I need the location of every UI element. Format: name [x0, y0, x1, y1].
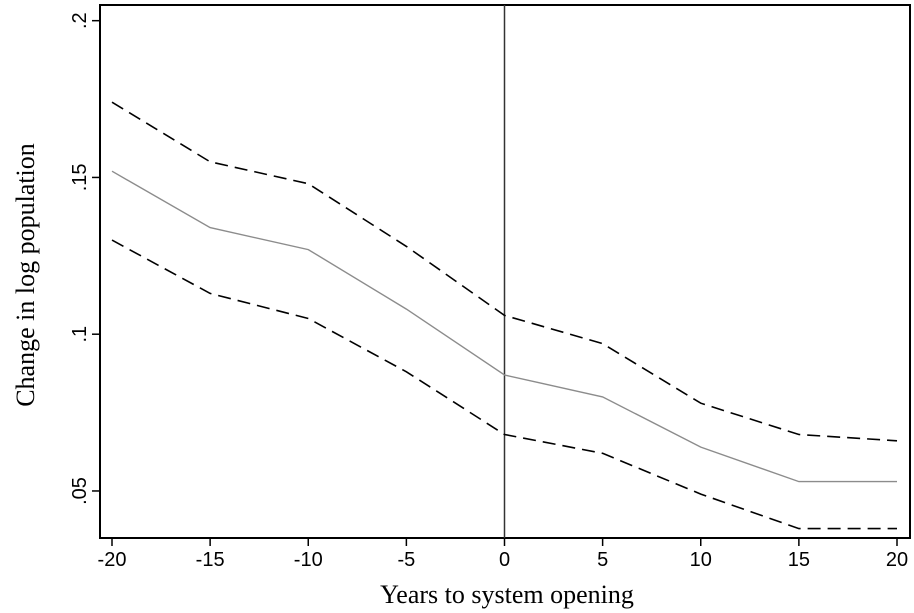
x-tick-label: 0: [499, 549, 510, 571]
x-tick-label: -15: [196, 549, 225, 571]
upper-ci-line: [111, 101, 898, 442]
x-tick-label: 15: [788, 549, 810, 571]
y-axis: .05 .1 .15 .2: [69, 12, 100, 505]
x-tick-label: 5: [597, 549, 608, 571]
chart-marks: [111, 5, 898, 538]
y-tick-label: .1: [69, 326, 91, 343]
x-axis-title: Years to system opening: [380, 580, 634, 609]
estimate-line: [111, 170, 897, 483]
y-axis-title: Change in log population: [11, 143, 40, 407]
y-tick-label: .15: [69, 163, 91, 191]
y-tick-label: .2: [69, 12, 91, 29]
x-tick-label: 10: [690, 549, 712, 571]
x-tick-label: -20: [98, 549, 127, 571]
y-tick-label: .05: [69, 477, 91, 505]
lower-ci-line: [111, 239, 897, 530]
x-tick-label: 20: [886, 549, 908, 571]
x-tick-label: -5: [397, 549, 415, 571]
x-tick-label: -10: [294, 549, 323, 571]
x-axis: -20 -15 -10 -5 0 5 10 15 20: [98, 538, 908, 571]
